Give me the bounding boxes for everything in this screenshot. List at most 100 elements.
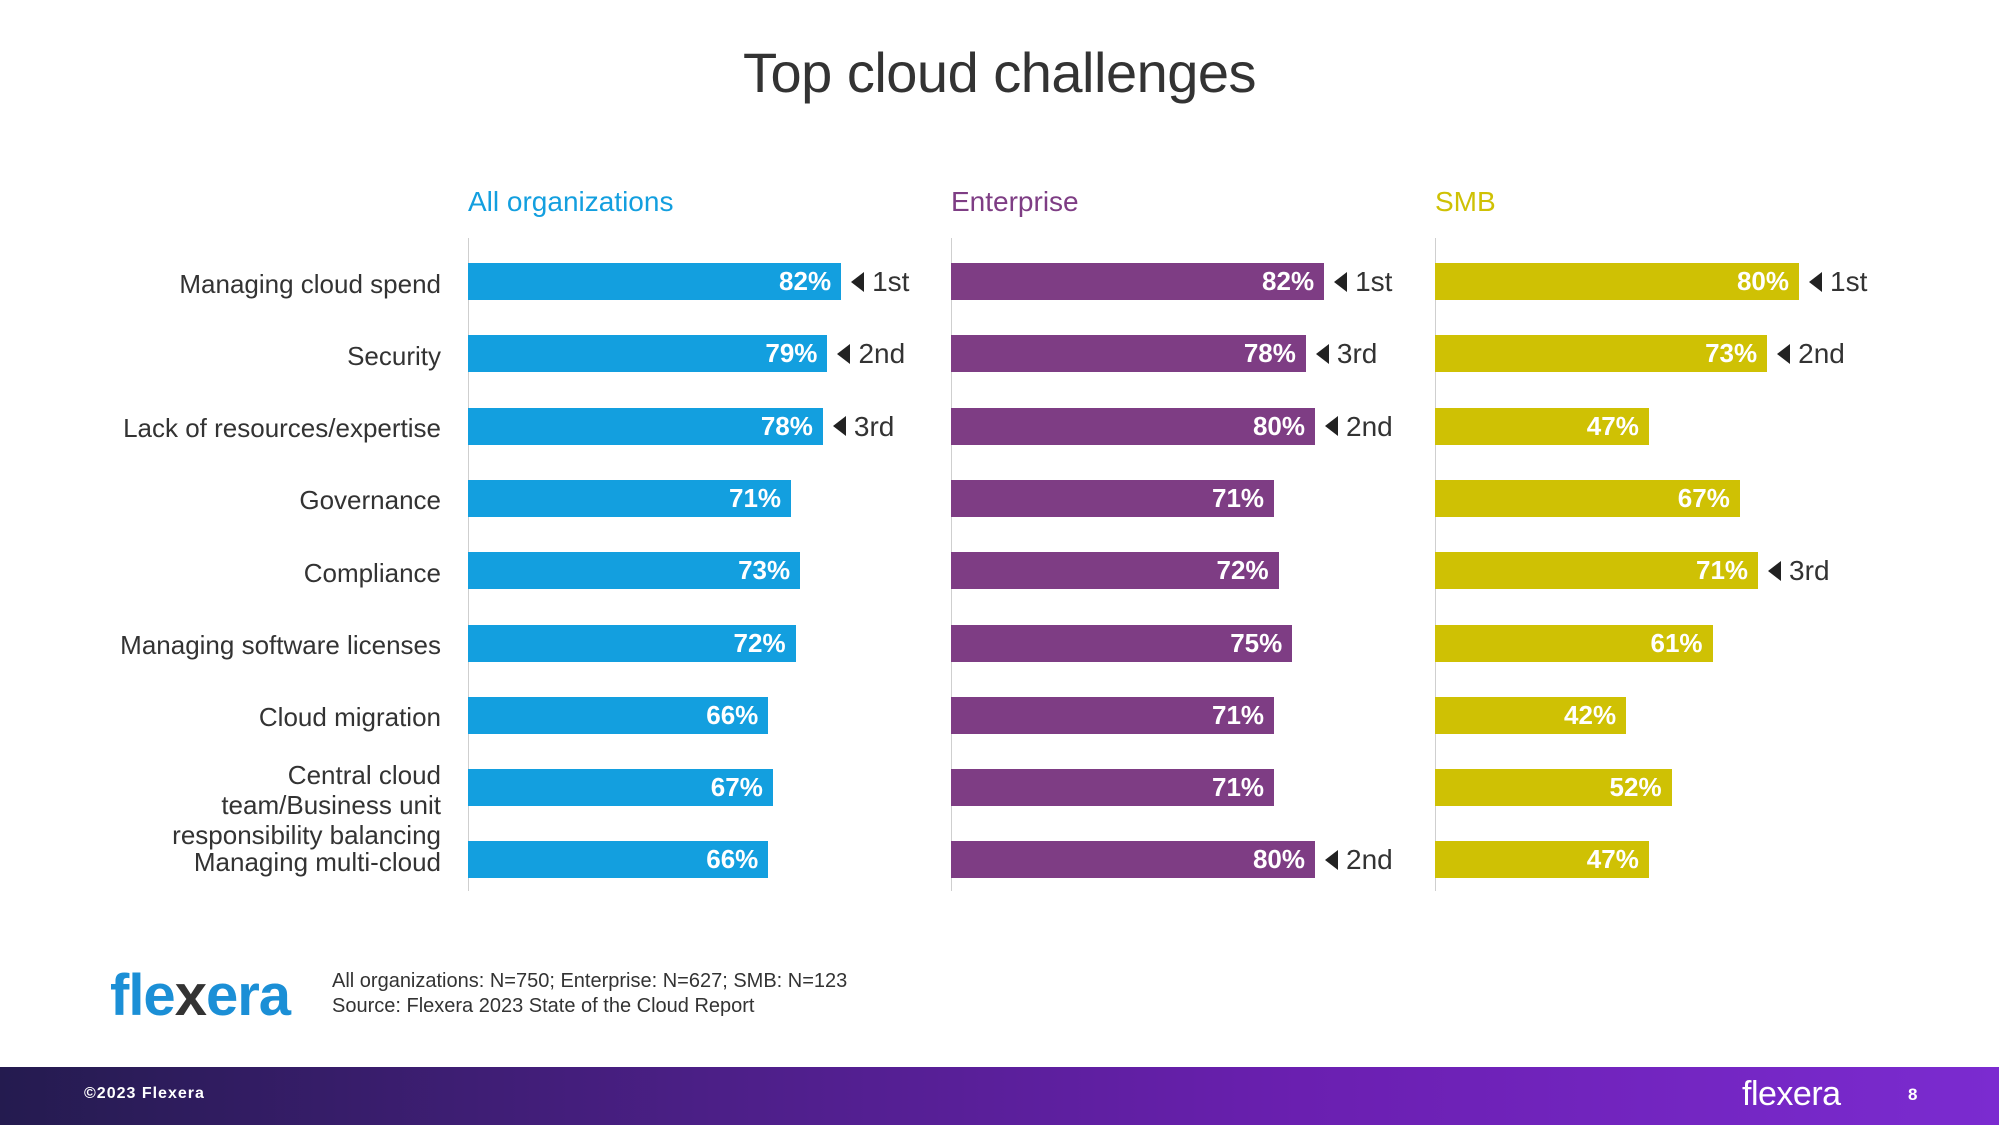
bar-value-label: 52% <box>1609 772 1662 803</box>
series-header: All organizations <box>468 186 674 217</box>
bar-value-label: 72% <box>733 627 786 658</box>
bar: 80% <box>951 841 1315 879</box>
series-header: SMB <box>1435 186 1496 217</box>
bar-value-label: 71% <box>1212 482 1265 513</box>
rank-marker: 2nd <box>1325 841 1393 878</box>
bar-value-label: 72% <box>1216 555 1269 586</box>
category-label: Managing cloud spend <box>179 268 441 299</box>
bar-value-label: 79% <box>765 338 818 369</box>
bar: 72% <box>468 624 796 662</box>
bar-value-label: 42% <box>1564 699 1617 730</box>
bar: 52% <box>1435 769 1672 807</box>
bar: 67% <box>468 769 773 807</box>
category-label: Managing software licenses <box>120 630 441 660</box>
rank-marker: 2nd <box>1325 408 1393 445</box>
rank-label: 2nd <box>1346 410 1393 442</box>
triangle-left-icon <box>837 343 851 364</box>
bar: 67% <box>1435 479 1740 517</box>
copyright-text: ©2023 Flexera <box>84 1085 205 1102</box>
flexera-logo: flexera <box>110 963 291 1028</box>
page-number: 8 <box>1908 1085 1918 1104</box>
bar-value-label: 71% <box>729 482 782 513</box>
rank-label: 2nd <box>858 338 906 370</box>
bar-value-label: 80% <box>1252 844 1305 875</box>
bar: 71% <box>951 769 1275 807</box>
bar-value-label: 78% <box>1243 338 1296 369</box>
rank-label: 2nd <box>1798 338 1845 370</box>
triangle-left-icon <box>1334 271 1348 292</box>
bar: 73% <box>1435 335 1768 373</box>
bar: 71% <box>951 696 1275 734</box>
bar-value-label: 73% <box>738 555 791 586</box>
bar: 61% <box>1435 624 1713 662</box>
rank-marker: 2nd <box>837 335 905 372</box>
bar: 71% <box>468 479 792 517</box>
bar: 66% <box>468 696 769 734</box>
rank-marker: 3rd <box>832 408 895 445</box>
bar-value-label: 82% <box>779 266 832 296</box>
bar-value-label: 73% <box>1705 338 1758 369</box>
bar-value-label: 80% <box>1252 410 1305 441</box>
source-note: Source: Flexera 2023 State of the Cloud … <box>332 995 755 1017</box>
category-label: Governance <box>299 485 441 516</box>
triangle-left-icon <box>1325 850 1338 870</box>
bar-value-label: 75% <box>1230 627 1283 658</box>
triangle-left-icon <box>1809 271 1822 292</box>
bar-value-label: 80% <box>1736 266 1789 296</box>
triangle-left-icon <box>1777 343 1791 364</box>
sample-size-note: All organizations: N=750; Enterprise: N=… <box>332 970 848 992</box>
bar: 78% <box>468 407 823 445</box>
bar: 47% <box>1435 841 1649 879</box>
bar-value-label: 47% <box>1586 844 1639 875</box>
rank-marker: 3rd <box>1315 335 1378 372</box>
category-label: Compliance <box>303 557 441 588</box>
bar-value-label: 67% <box>710 772 763 803</box>
bar: 66% <box>468 841 769 879</box>
category-label: Cloud migration <box>258 702 441 733</box>
bar-value-label: 66% <box>706 844 759 875</box>
category-label: Lack of resources/expertise <box>123 413 441 444</box>
rank-marker: 3rd <box>1768 552 1830 589</box>
rank-label: 3rd <box>853 410 895 442</box>
category-label: Central cloud team/Business unit respons… <box>172 759 441 850</box>
bar: 71% <box>1435 552 1759 590</box>
bar-value-label: 78% <box>760 410 813 441</box>
bar: 71% <box>951 479 1275 517</box>
footer-band: ©2023 Flexera flexera 8 <box>0 1067 1999 1125</box>
bar-value-label: 82% <box>1262 266 1315 296</box>
rank-label: 2nd <box>1346 844 1393 876</box>
category-label: Security <box>347 340 441 371</box>
series-header: Enterprise <box>951 186 1079 217</box>
triangle-left-icon <box>1315 343 1329 364</box>
triangle-left-icon <box>851 271 865 292</box>
bar: 78% <box>951 335 1306 373</box>
rank-label: 1st <box>1355 266 1393 297</box>
rank-marker: 1st <box>1334 263 1392 300</box>
bar: 73% <box>468 552 801 590</box>
bar-value-label: 71% <box>1212 699 1265 730</box>
category-label: Managing multi-cloud <box>193 846 441 877</box>
footer-logo: flexera <box>1742 1075 1841 1113</box>
bar: 75% <box>951 624 1293 662</box>
bar: 80% <box>1435 263 1799 300</box>
bar: 72% <box>951 552 1279 590</box>
bar: 80% <box>951 407 1315 445</box>
rank-marker: 1st <box>851 263 909 300</box>
bar: 47% <box>1435 407 1649 445</box>
bar-value-label: 47% <box>1586 410 1639 441</box>
rank-marker: 1st <box>1809 263 1867 300</box>
page-title: Top cloud challenges <box>742 41 1257 104</box>
bar-value-label: 66% <box>706 699 759 730</box>
rank-label: 3rd <box>1789 555 1830 587</box>
rank-label: 1st <box>872 266 910 297</box>
bar: 79% <box>468 335 828 373</box>
bar-value-label: 61% <box>1650 627 1703 658</box>
bar-value-label: 71% <box>1212 772 1265 803</box>
bar: 42% <box>1435 696 1627 734</box>
triangle-left-icon <box>832 416 846 437</box>
triangle-left-icon <box>1325 416 1338 437</box>
bar: 82% <box>468 263 842 300</box>
bar-value-label: 67% <box>1677 482 1730 513</box>
rank-label: 3rd <box>1336 338 1378 370</box>
rank-marker: 2nd <box>1777 335 1845 372</box>
